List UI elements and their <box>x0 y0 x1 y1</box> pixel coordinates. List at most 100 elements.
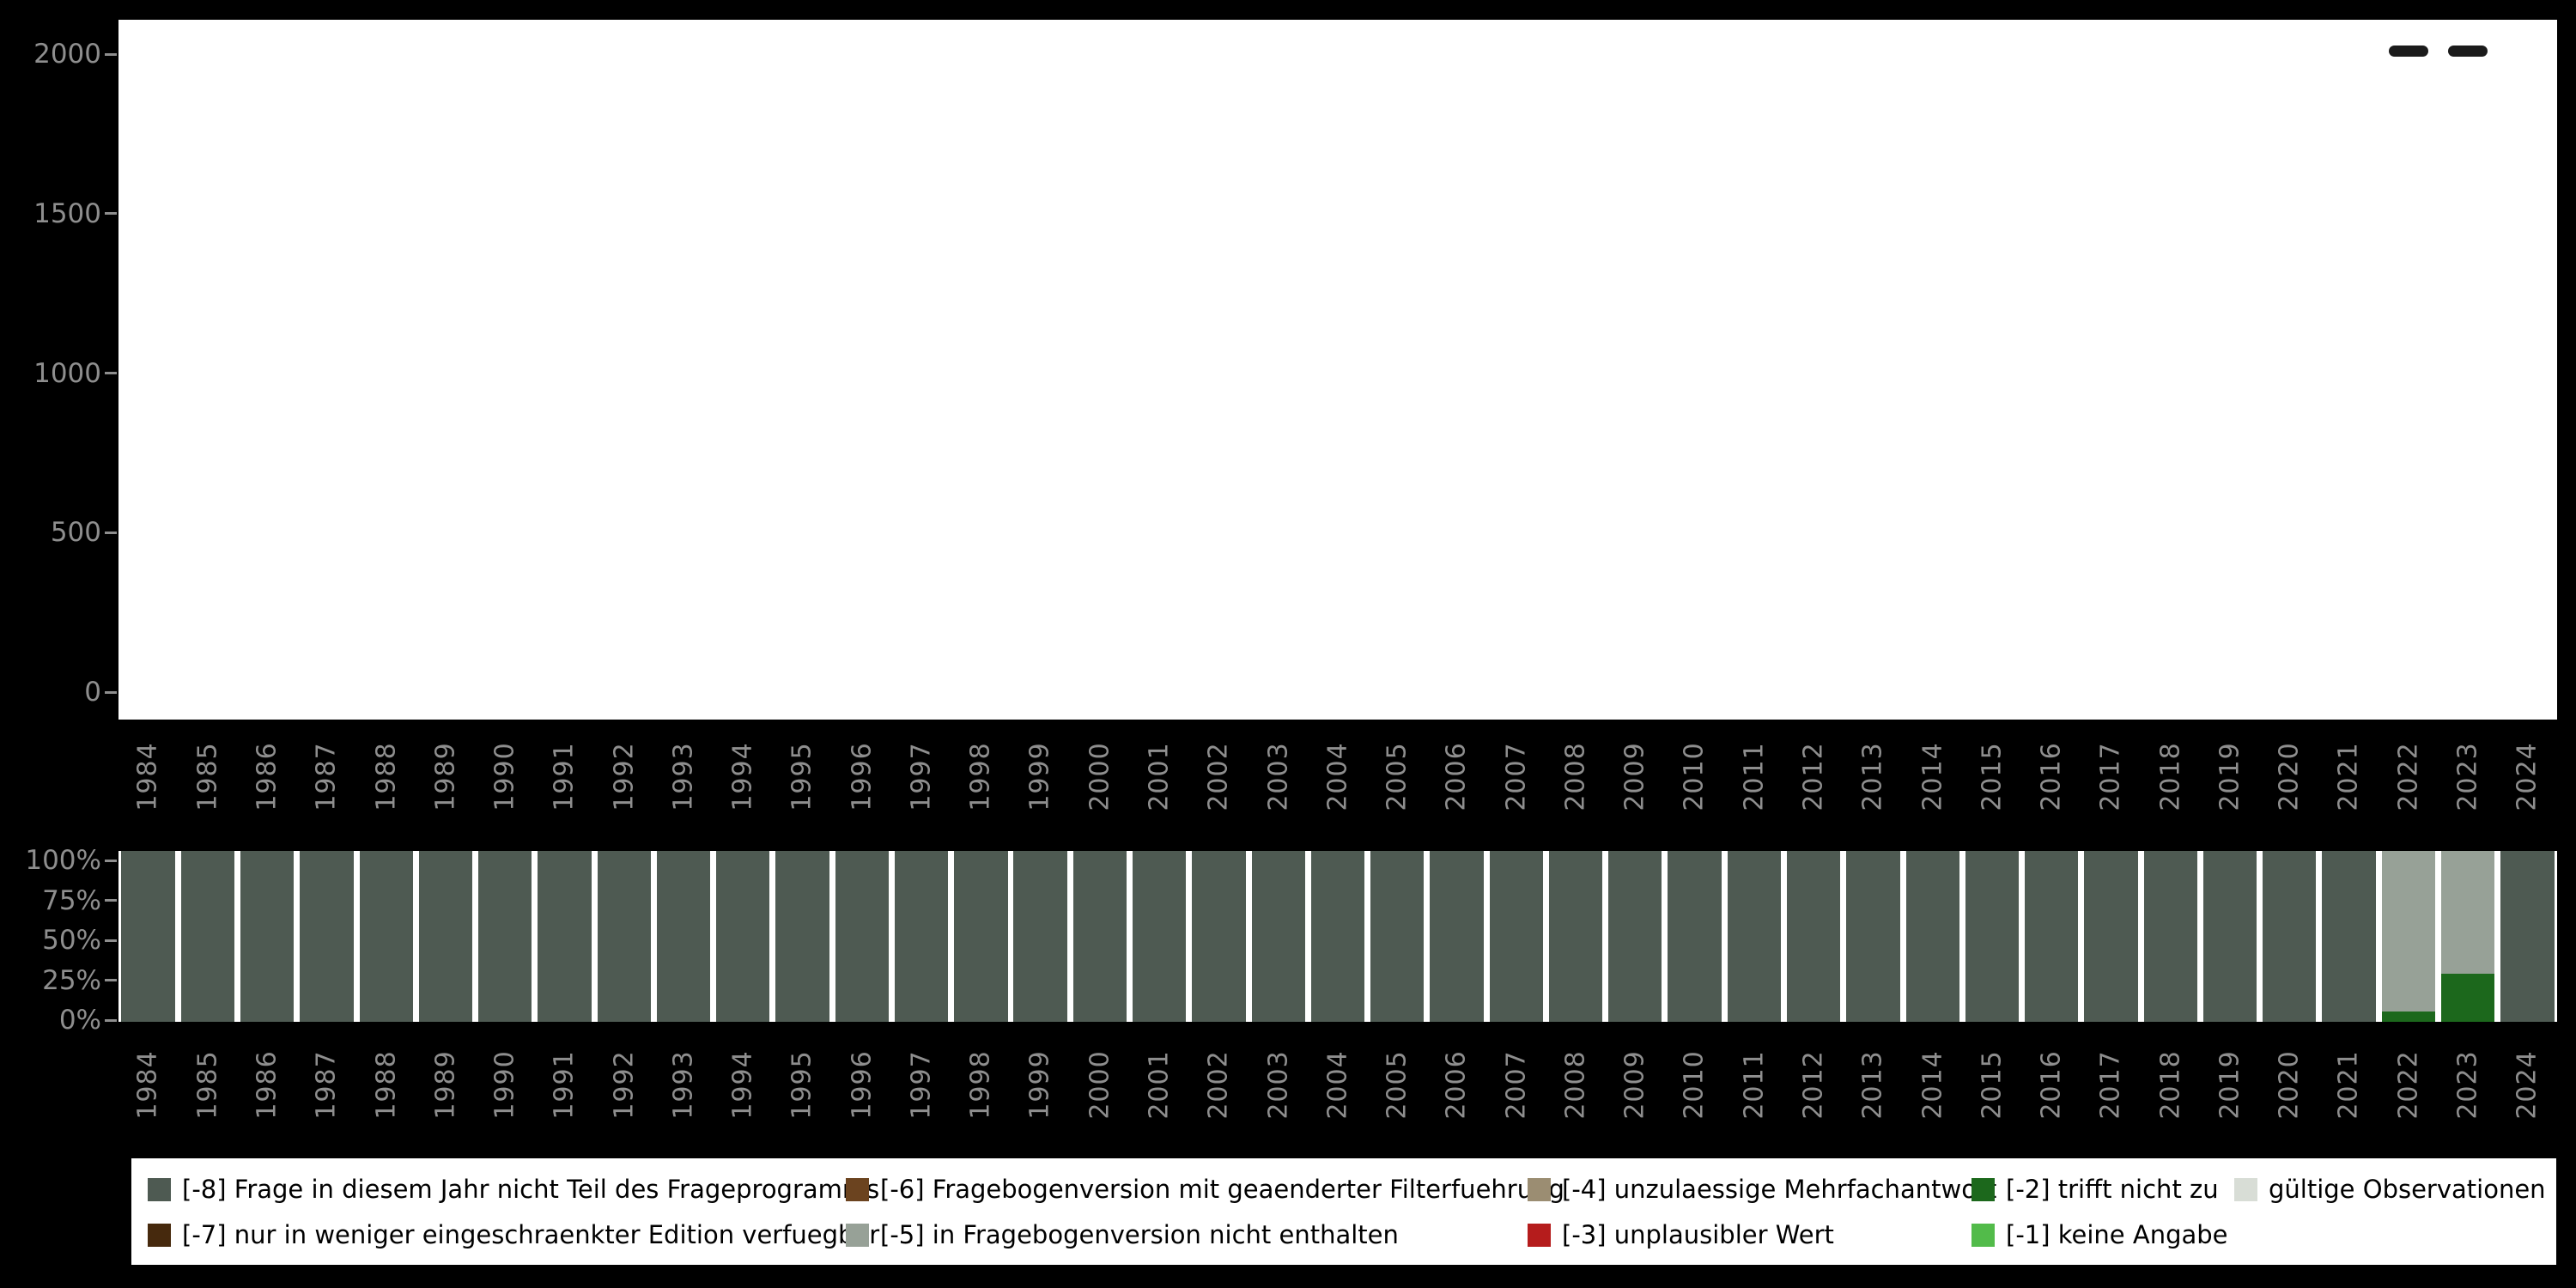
bar-segment-miss8 <box>1072 851 1127 1022</box>
x-axis-year-label-text: 2013 <box>1857 1049 1888 1120</box>
y-axis-tick <box>105 52 117 56</box>
x-axis-year-label: 2003 <box>1258 728 1299 824</box>
bar-segment-miss8 <box>1548 851 1603 1022</box>
x-axis-year-label-text: 2019 <box>2215 1049 2245 1120</box>
x-axis-year-label-text: 1999 <box>1025 741 1056 811</box>
x-axis-year-label: 2024 <box>2506 1032 2548 1137</box>
bar-segment-miss8 <box>954 851 1008 1022</box>
x-axis-year-label-text: 2009 <box>1619 741 1650 811</box>
x-axis-year-label-text: 2015 <box>1977 741 2008 811</box>
bar-segment-miss8 <box>2202 851 2257 1022</box>
x-axis-year-label-text: 2008 <box>1560 1049 1591 1120</box>
legend-swatch-valid <box>2234 1177 2257 1201</box>
x-axis-year-label: 1995 <box>782 728 823 824</box>
x-axis-year-label-text: 2015 <box>1977 1049 2008 1120</box>
x-axis-year-label: 2006 <box>1437 728 1478 824</box>
legend-item-label: [-2] trifft nicht zu <box>2006 1175 2219 1204</box>
bar-segment-miss8 <box>1965 851 2020 1022</box>
y-axis-tick <box>105 212 117 216</box>
x-axis-year-label-text: 2012 <box>1798 741 1829 811</box>
x-axis-year-label: 2017 <box>2090 1032 2131 1137</box>
x-axis-year-label: 2021 <box>2329 1032 2370 1137</box>
x-axis-year-label: 1997 <box>901 1032 942 1137</box>
bar-segment-miss8 <box>180 851 235 1022</box>
x-axis-year-label-text: 1987 <box>311 741 342 811</box>
y-axis-tick-label: 500 <box>50 517 101 549</box>
y-axis-tick <box>105 1018 117 1022</box>
x-axis-year-label-text: 2007 <box>1501 741 1532 811</box>
x-axis-year-label: 1986 <box>246 1032 288 1137</box>
x-axis-year-label-text: 2006 <box>1442 741 1473 811</box>
bar-segment-miss8 <box>1430 851 1484 1022</box>
x-axis-year-label-text: 1990 <box>489 741 520 811</box>
x-axis-year-label-text: 2011 <box>1739 741 1770 811</box>
legend: [-8] Frage in diesem Jahr nicht Teil des… <box>131 1158 2556 1265</box>
legend-item-label: [-5] in Fragebogenversion nicht enthalte… <box>880 1220 1399 1249</box>
y-axis-tick-label: 100% <box>25 845 101 876</box>
bar-segment-miss2 <box>2440 974 2495 1022</box>
legend-swatch-miss5 <box>846 1223 869 1247</box>
x-axis-year-label-text: 2006 <box>1442 1049 1473 1120</box>
x-axis-year-label-text: 2022 <box>2393 1049 2424 1120</box>
legend-item-miss5: [-5] in Fragebogenversion nicht enthalte… <box>846 1220 1399 1249</box>
x-axis-year-label: 2014 <box>1912 728 1953 824</box>
legend-item-label: gültige Observationen <box>2269 1175 2546 1204</box>
x-axis-year-label: 2005 <box>1376 1032 1418 1137</box>
legend-item-label: [-6] Fragebogenversion mit geaenderter F… <box>880 1175 1564 1204</box>
bar-segment-miss8 <box>1192 851 1246 1022</box>
x-axis-year-label-text: 2009 <box>1619 1049 1650 1120</box>
x-axis-year-label: 2002 <box>1198 728 1239 824</box>
x-axis-year-label-text: 1998 <box>965 1049 996 1120</box>
x-axis-year-label-text: 2003 <box>1263 741 1294 811</box>
x-axis-year-label-text: 2017 <box>2095 741 2126 811</box>
bar-segment-miss8 <box>1489 851 1543 1022</box>
bar-segment-miss8 <box>300 851 354 1022</box>
legend-item-miss3: [-3] unplausibler Wert <box>1528 1220 1834 1249</box>
x-axis-year-label: 2024 <box>2506 728 2548 824</box>
x-axis-year-label-text: 2022 <box>2393 741 2424 811</box>
x-axis-year-label-text: 1996 <box>847 741 878 811</box>
x-axis-year-label: 1997 <box>901 728 942 824</box>
x-axis-year-label-text: 2010 <box>1680 741 1710 811</box>
bar-segment-miss8 <box>1905 851 1959 1022</box>
x-axis-year-label-text: 2004 <box>1322 1049 1353 1120</box>
y-axis-tick-label: 2000 <box>33 39 101 70</box>
x-axis-year-label-text: 1993 <box>668 741 699 811</box>
x-axis-year-label: 2008 <box>1555 1032 1596 1137</box>
x-axis-year-label: 2022 <box>2388 728 2429 824</box>
x-axis-year-label: 2019 <box>2209 728 2251 824</box>
x-axis-year-label: 1985 <box>187 1032 228 1137</box>
bar-segment-miss8 <box>478 851 532 1022</box>
bar-segment-miss8 <box>1608 851 1662 1022</box>
x-axis-year-label-text: 1988 <box>371 1049 402 1120</box>
bar-segment-miss8 <box>359 851 413 1022</box>
x-axis-year-label: 2010 <box>1674 728 1716 824</box>
x-axis-year-label-text: 1997 <box>906 741 937 811</box>
x-axis-year-label-text: 1992 <box>609 1049 640 1120</box>
legend-item-valid: gültige Observationen <box>2234 1175 2546 1204</box>
x-axis-year-label: 1995 <box>782 1032 823 1137</box>
x-axis-year-label: 2004 <box>1317 1032 1358 1137</box>
x-axis-year-label: 2009 <box>1614 728 1656 824</box>
x-axis-year-label-text: 1995 <box>787 1049 818 1120</box>
x-axis-year-label: 2022 <box>2388 1032 2429 1137</box>
x-axis-year-label: 1994 <box>722 1032 763 1137</box>
x-axis-year-label: 2012 <box>1793 728 1834 824</box>
legend-swatch-miss7 <box>148 1223 171 1247</box>
x-axis-year-label: 2001 <box>1139 728 1180 824</box>
x-axis-year-label: 1996 <box>841 728 883 824</box>
x-axis-year-label: 2014 <box>1912 1032 1953 1137</box>
x-axis-year-label-text: 1991 <box>550 1049 580 1120</box>
bar-segment-miss8 <box>121 851 175 1022</box>
bar-segment-miss5 <box>2440 851 2495 975</box>
x-axis-year-label: 1996 <box>841 1032 883 1137</box>
x-axis-year-label-text: 2023 <box>2452 1049 2483 1120</box>
x-axis-year-label: 2015 <box>1971 728 2013 824</box>
x-axis-year-label-text: 2016 <box>2036 741 2067 811</box>
x-axis-year-label-text: 2007 <box>1501 1049 1532 1120</box>
x-axis-year-label: 2011 <box>1734 1032 1775 1137</box>
x-axis-year-label-text: 2008 <box>1560 741 1591 811</box>
x-axis-year-label-text: 2005 <box>1382 1049 1413 1120</box>
legend-swatch-miss3 <box>1528 1223 1551 1247</box>
